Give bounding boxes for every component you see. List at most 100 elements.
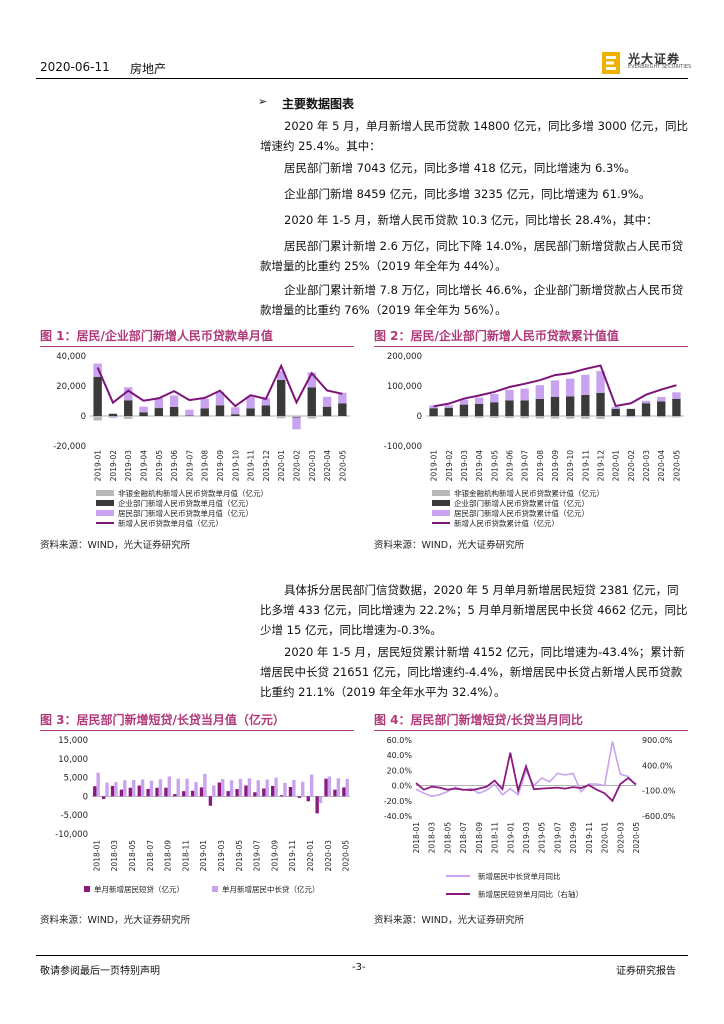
bar-segment <box>322 416 332 417</box>
figure-2-source: 资料来源：WIND，光大证券研究所 <box>374 540 525 551</box>
page-number: -3- <box>352 962 366 973</box>
bar <box>333 789 337 797</box>
paragraph: 2020 年 5 月，单月新增人民币贷款 14800 亿元，同比多增 3000 … <box>260 119 689 153</box>
bar-segment <box>641 403 651 416</box>
bar-segment <box>200 398 209 409</box>
bar-segment <box>215 416 225 417</box>
legend-swatch <box>432 510 450 516</box>
footer-rule <box>36 955 688 956</box>
y-tick-label: 0.0% <box>392 782 413 791</box>
footer-report-type: 证券研究报告 <box>616 966 676 977</box>
bar-segment <box>535 385 544 399</box>
legend-swatch <box>432 490 450 496</box>
bar-segment <box>474 403 484 416</box>
figure-4-chart: 60.0% 40.0% 20.0% 0.0% -20.0% -40.0% 900.0% 400… <box>384 736 676 899</box>
bar-segment <box>581 416 590 419</box>
bar <box>101 796 106 800</box>
bar <box>110 785 115 797</box>
bar-segment <box>154 398 164 409</box>
bar-segment <box>505 400 514 416</box>
x-tick-label: 2019-08 <box>536 450 545 482</box>
bar <box>137 785 141 797</box>
x-tick-label: 2020-05 <box>672 450 681 482</box>
y-tick-label: 10,000 <box>58 755 88 765</box>
y-tick-label: -20,000 <box>53 442 86 452</box>
bar-segment <box>474 416 484 418</box>
bar-segment <box>261 405 271 416</box>
legend-label: 居民部门新增人民币贷款累计值（亿元） <box>454 508 589 518</box>
x-tick-label: 2019-07 <box>253 840 262 872</box>
bar <box>315 796 319 814</box>
x-tick-label: 2019-10 <box>566 450 575 482</box>
bar-segment <box>93 377 102 416</box>
bar-segment <box>520 416 529 419</box>
figure-3-source: 资料来源：WIND，光大证券研究所 <box>40 915 191 926</box>
bar-segment <box>505 389 514 401</box>
bar-segment <box>292 417 301 430</box>
bar-segment <box>672 392 681 399</box>
y-tick-label: -10,000 <box>55 830 88 840</box>
x-tick-label: 2019-12 <box>262 450 271 482</box>
legend-swatch <box>84 886 90 892</box>
x-tick-label: 2020-02 <box>292 450 301 482</box>
bar <box>182 791 186 797</box>
logo <box>600 50 684 76</box>
x-tick-label: 2019-01 <box>506 822 515 854</box>
bar <box>194 782 198 797</box>
x-tick-label: 2020-05 <box>338 450 347 482</box>
legend-swatch <box>432 500 450 506</box>
legend-label: 新增居民中长贷单月同比 <box>478 871 561 881</box>
bar-segment <box>611 407 620 409</box>
y2-tick-label: -100.0% <box>642 787 676 796</box>
bar-segment <box>108 417 118 418</box>
bar <box>114 782 118 797</box>
x-tick-label: 2019-11 <box>585 822 594 854</box>
bar-segment <box>154 408 164 416</box>
x-tick-label: 2019-05 <box>490 450 499 482</box>
bar-segment <box>276 380 286 416</box>
bar <box>306 796 310 802</box>
bar <box>288 787 293 797</box>
total-line <box>96 363 343 408</box>
bar-segment <box>246 416 255 417</box>
bar-segment <box>490 416 499 418</box>
y-tick-label: 0 <box>417 412 422 422</box>
bar-segment <box>566 378 575 397</box>
bar <box>345 778 349 797</box>
bar-segment <box>124 387 133 401</box>
bar-segment <box>550 380 560 397</box>
x-tick-label: 2020-05 <box>342 840 351 872</box>
bar <box>324 778 328 797</box>
y-tick-label: -20.0% <box>384 797 413 806</box>
bar-segment <box>93 363 102 377</box>
bar <box>176 778 180 797</box>
figure-2-chart: 200,000 100,000 0 -100,000 2019-01 2019-02 201… <box>384 352 684 528</box>
bar <box>235 789 239 797</box>
figure-4-source: 资料来源：WIND，光大证券研究所 <box>374 915 525 926</box>
paragraph: 居民部门累计新增 2.6 万亿，同比下降 14.0%，居民部门新增贷款占人民币贷… <box>260 239 684 273</box>
bar <box>221 779 225 797</box>
bar-segment <box>657 416 666 418</box>
x-tick-label: 2018-01 <box>92 840 101 872</box>
bar-segment <box>139 412 148 416</box>
figure-4-rule <box>374 730 688 731</box>
bar-segment <box>520 388 529 401</box>
x-tick-label: 2019-03 <box>124 450 133 482</box>
x-tick-label: 2020-03 <box>616 822 625 854</box>
y-tick-label: 15,000 <box>58 736 88 746</box>
bar <box>185 778 189 797</box>
legend-swatch <box>96 510 114 516</box>
x-tick-label: 2020-04 <box>323 450 332 482</box>
x-tick-label: 2018-01 <box>412 822 421 854</box>
bar-segment <box>596 392 605 416</box>
bar-segment <box>231 414 240 416</box>
x-tick-label: 2019-06 <box>170 450 179 482</box>
bar <box>342 787 346 797</box>
bar-segment <box>626 416 636 417</box>
x-tick-label: 2019-06 <box>505 450 514 482</box>
legend-label: 企业部门新增人民币贷款累计值（亿元） <box>454 498 589 508</box>
bar <box>297 796 302 798</box>
bar-segment <box>108 416 118 418</box>
x-tick-label: 2019-11 <box>247 450 256 482</box>
figure-1-chart: 40,000 20,000 0 -20,000 2019-01 2019-02 2019-0… <box>53 352 350 528</box>
